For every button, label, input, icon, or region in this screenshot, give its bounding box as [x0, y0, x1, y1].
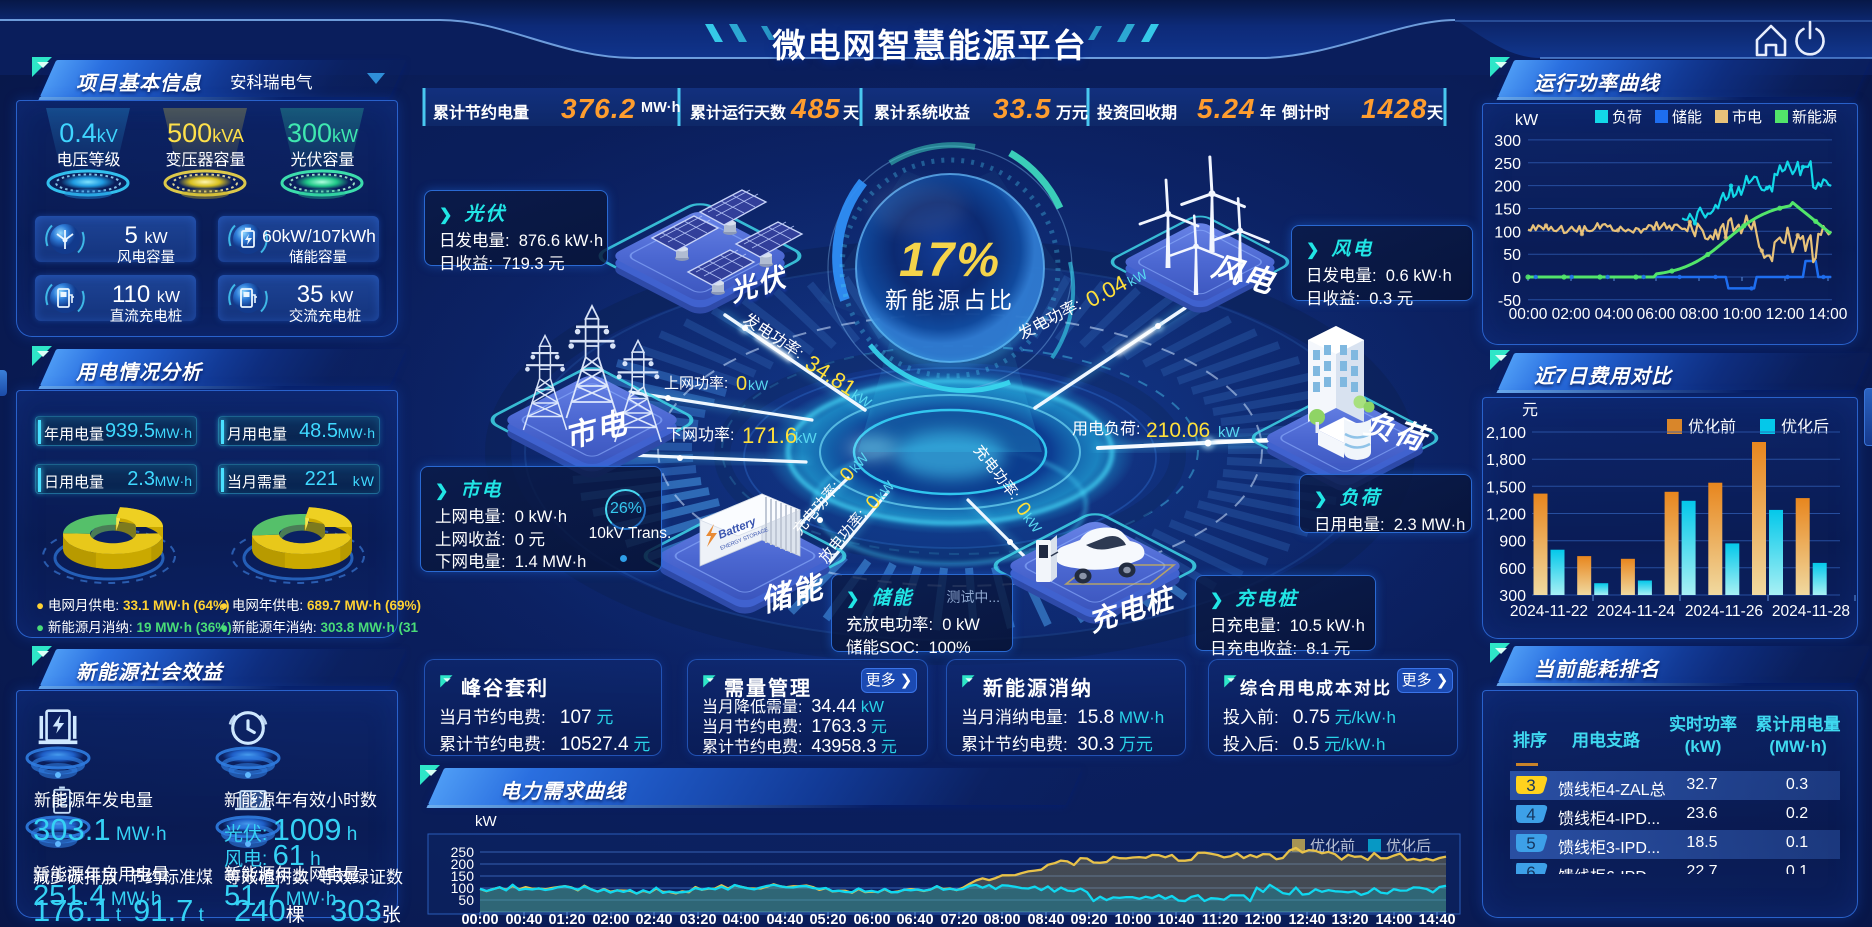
- svg-text:03:20: 03:20: [679, 912, 716, 927]
- svg-text:08:40: 08:40: [1027, 912, 1064, 927]
- svg-text:600: 600: [1499, 561, 1526, 578]
- svg-text:06:00: 06:00: [853, 912, 890, 927]
- svg-text:17%: 17%: [899, 234, 1001, 287]
- svg-text:14:00: 14:00: [1809, 306, 1848, 323]
- svg-text:14:40: 14:40: [1418, 912, 1455, 927]
- svg-text:10:00: 10:00: [1723, 306, 1762, 323]
- svg-text:4: 4: [1526, 805, 1535, 824]
- svg-text:100: 100: [451, 880, 475, 896]
- svg-text:04:40: 04:40: [766, 912, 803, 927]
- svg-text:09:20: 09:20: [1070, 912, 1107, 927]
- svg-text:08:00: 08:00: [983, 912, 1020, 927]
- svg-text:kW: kW: [795, 430, 818, 447]
- svg-text:优化后: 优化后: [1386, 838, 1431, 855]
- svg-text:优化后: 优化后: [1781, 418, 1829, 436]
- svg-text:10:00: 10:00: [1114, 912, 1151, 927]
- svg-text:00:00: 00:00: [461, 912, 498, 927]
- svg-text:0: 0: [736, 373, 747, 395]
- svg-text:50: 50: [1503, 247, 1521, 264]
- svg-text:900: 900: [1499, 534, 1526, 551]
- svg-text:08:00: 08:00: [1680, 306, 1719, 323]
- svg-text:06:40: 06:40: [896, 912, 933, 927]
- svg-text:市电: 市电: [1732, 109, 1762, 126]
- svg-text:250: 250: [451, 844, 475, 860]
- svg-text:00:40: 00:40: [505, 912, 542, 927]
- svg-text:用电负荷:: 用电负荷:: [1072, 420, 1140, 438]
- svg-text:0: 0: [1512, 270, 1521, 287]
- svg-text:150: 150: [451, 868, 475, 884]
- svg-text:2024-11-28: 2024-11-28: [1772, 603, 1850, 620]
- svg-text:210.06: 210.06: [1146, 419, 1210, 442]
- svg-text:06:00: 06:00: [1637, 306, 1676, 323]
- svg-text:负荷: 负荷: [1612, 109, 1642, 126]
- svg-text:07:20: 07:20: [940, 912, 977, 927]
- svg-text:12:40: 12:40: [1288, 912, 1325, 927]
- svg-text:6: 6: [1526, 863, 1535, 874]
- svg-text:05:20: 05:20: [809, 912, 846, 927]
- svg-text:100: 100: [1494, 224, 1521, 241]
- svg-text:2,100: 2,100: [1486, 425, 1526, 442]
- svg-text:储能: 储能: [1672, 109, 1702, 126]
- svg-text:150: 150: [1494, 202, 1521, 219]
- svg-text:300: 300: [1494, 133, 1521, 150]
- svg-text:00:00: 00:00: [1509, 306, 1548, 323]
- svg-text:04:00: 04:00: [1595, 306, 1634, 323]
- svg-text:1,500: 1,500: [1486, 479, 1526, 496]
- svg-text:元: 元: [1522, 402, 1538, 419]
- svg-text:kW: kW: [475, 813, 498, 830]
- svg-text:优化前: 优化前: [1688, 418, 1736, 436]
- svg-text:200: 200: [1494, 179, 1521, 196]
- svg-text:50: 50: [458, 892, 474, 908]
- svg-text:10:40: 10:40: [1157, 912, 1194, 927]
- svg-text:新能源: 新能源: [1792, 109, 1837, 126]
- svg-text:2024-11-22: 2024-11-22: [1510, 603, 1588, 620]
- svg-text:14:00: 14:00: [1375, 912, 1412, 927]
- svg-text:5: 5: [1526, 834, 1535, 853]
- svg-text:11:20: 11:20: [1202, 912, 1238, 927]
- svg-text:250: 250: [1494, 156, 1521, 173]
- svg-text:新能源占比: 新能源占比: [885, 287, 1015, 313]
- svg-text:下网功率:: 下网功率:: [666, 426, 734, 444]
- svg-text:12:00: 12:00: [1766, 306, 1805, 323]
- svg-text:kW: kW: [1218, 424, 1241, 441]
- svg-text:3: 3: [1526, 776, 1535, 795]
- svg-text:12:00: 12:00: [1244, 912, 1281, 927]
- svg-text:kW: kW: [1515, 112, 1539, 129]
- svg-text:02:00: 02:00: [592, 912, 629, 927]
- svg-text:02:00: 02:00: [1552, 306, 1591, 323]
- svg-text:1,800: 1,800: [1486, 452, 1526, 469]
- svg-text:优化前: 优化前: [1310, 838, 1355, 855]
- svg-text:2024-11-26: 2024-11-26: [1685, 603, 1763, 620]
- svg-text:01:20: 01:20: [548, 912, 585, 927]
- svg-text:04:00: 04:00: [722, 912, 759, 927]
- svg-text:kW: kW: [748, 377, 769, 393]
- svg-text:171.6: 171.6: [742, 423, 797, 448]
- svg-text:300: 300: [1499, 588, 1526, 605]
- svg-text:02:40: 02:40: [635, 912, 672, 927]
- svg-text:1,200: 1,200: [1486, 507, 1526, 524]
- svg-text:-50: -50: [1498, 293, 1521, 310]
- svg-text:上网功率:: 上网功率:: [664, 375, 728, 392]
- svg-text:200: 200: [451, 856, 475, 872]
- svg-text:13:20: 13:20: [1331, 912, 1368, 927]
- svg-text:2024-11-24: 2024-11-24: [1597, 603, 1676, 620]
